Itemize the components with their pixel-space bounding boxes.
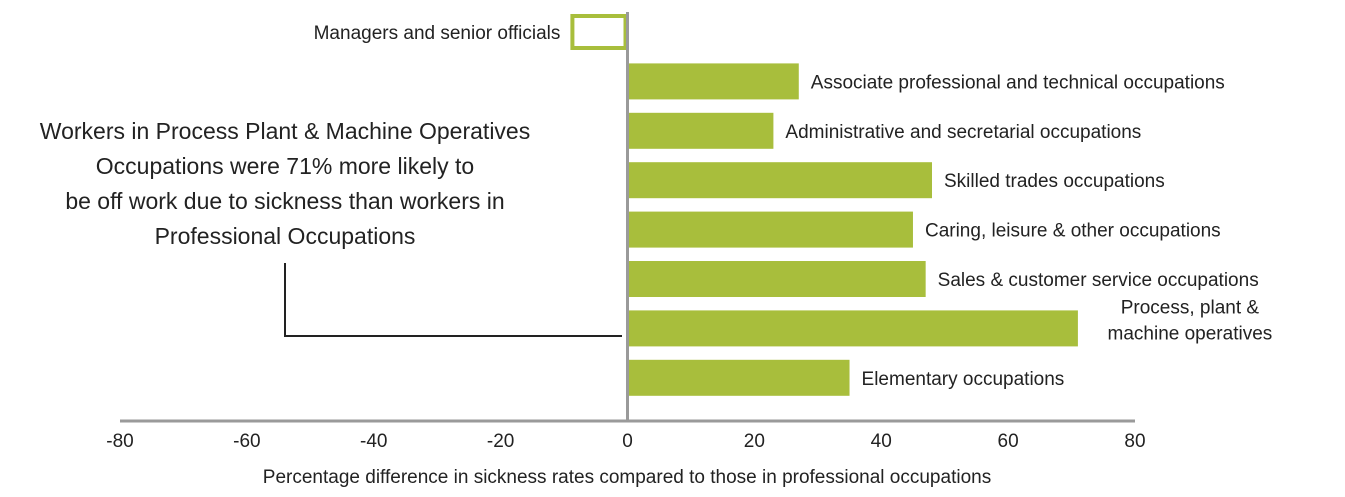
bar-skilled-trades-occupations	[627, 162, 932, 199]
x-tick-label: -80	[106, 431, 133, 452]
bar-administrative-and-secretarial-occupations	[627, 112, 774, 149]
x-axis-title: Percentage difference in sickness rates …	[263, 467, 991, 488]
bar-elementary-occupations	[627, 359, 850, 396]
axes: -80 -60 -40 -20 0 20 40 60 80	[106, 12, 1146, 452]
bar-caring-leisure-other-occupations	[627, 211, 913, 248]
label-managers-and-senior-officials: Managers and senior officials	[314, 23, 561, 44]
x-tick-label: -60	[233, 431, 260, 452]
category-labels: Managers and senior officials Associate p…	[314, 23, 1273, 390]
bar-process-plant-machine-operatives	[627, 310, 1078, 347]
x-tick-label: 0	[622, 431, 633, 452]
label-associate-professional-and-technical-occupations: Associate professional and technical occ…	[811, 72, 1225, 93]
label-skilled-trades-occupations: Skilled trades occupations	[944, 171, 1165, 192]
annotation-leader-line	[284, 263, 622, 337]
label-administrative-and-secretarial-occupations: Administrative and secretarial occupatio…	[785, 122, 1141, 143]
label-sales-customer-service-occupations: Sales & customer service occupations	[938, 270, 1259, 291]
x-tick-label: -20	[487, 431, 514, 452]
label-process-plant-machine-operatives: Process, plant & machine operatives	[1108, 297, 1273, 344]
bars	[570, 14, 1078, 396]
annotation-line: Occupations were 71% more likely to	[96, 153, 474, 179]
annotation-line: Professional Occupations	[155, 223, 416, 249]
bar-associate-professional-and-technical-occupations	[627, 63, 799, 100]
annotation-line: Workers in Process Plant & Machine Opera…	[40, 118, 530, 144]
bar-managers-and-senior-officials	[570, 14, 628, 50]
label-caring-leisure-other-occupations: Caring, leisure & other occupations	[925, 221, 1221, 242]
label-elementary-occupations: Elementary occupations	[862, 369, 1065, 390]
x-tick-label: 60	[998, 431, 1019, 452]
annotation-line: be off work due to sickness than workers…	[65, 188, 504, 214]
x-tick-label: 40	[871, 431, 892, 452]
bar-sales-customer-service-occupations	[627, 261, 926, 297]
annotation: Workers in Process Plant & Machine Opera…	[40, 118, 622, 337]
x-tick-label: -40	[360, 431, 387, 452]
x-tick-label: 80	[1124, 431, 1145, 452]
x-tick-label: 20	[744, 431, 765, 452]
